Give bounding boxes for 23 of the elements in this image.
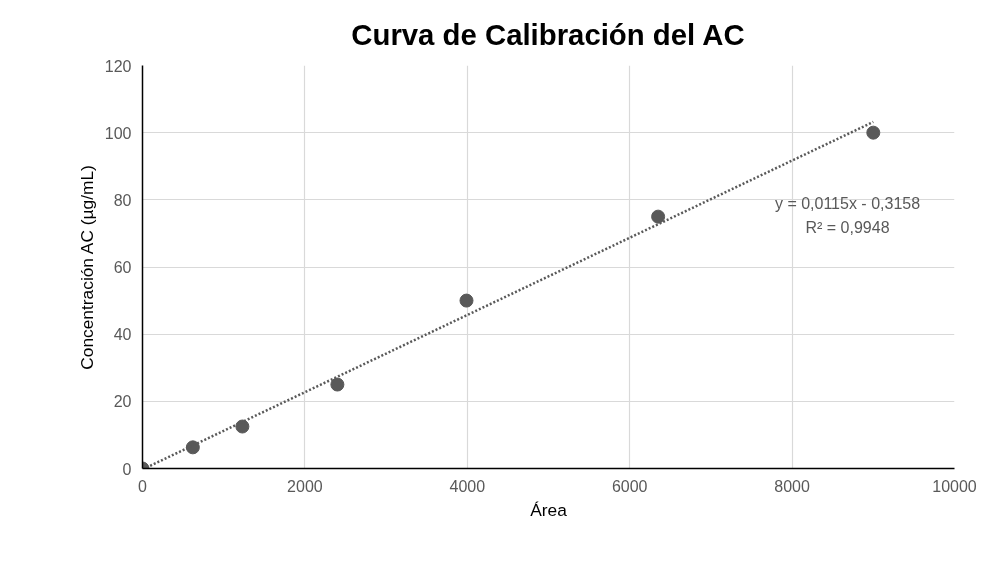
x-tick-label: 2000	[287, 477, 323, 495]
point	[651, 209, 666, 224]
point	[185, 440, 200, 455]
y-tick-label: 0	[122, 460, 132, 478]
x-axis-title: Área	[530, 499, 568, 520]
point	[866, 125, 881, 140]
x-tick-label: 8000	[774, 477, 810, 495]
y-tick-label: 120	[104, 57, 132, 75]
point	[459, 293, 474, 308]
y-tick-label: 80	[113, 191, 132, 209]
x-tick-label: 6000	[611, 477, 648, 495]
x-tick-label: 0	[138, 477, 148, 495]
chart-title: Curva de Calibración del AC	[351, 17, 745, 51]
y-tick-label: 100	[104, 124, 132, 142]
y-tick-label: 20	[113, 393, 132, 411]
point	[330, 377, 345, 392]
y-tick-label: 40	[113, 326, 132, 344]
y-tick-label: 60	[113, 259, 132, 276]
annotation: R² = 0,9948	[805, 219, 890, 236]
annotation: y = 0,0115x - 0,3158	[774, 195, 921, 212]
y-axis-title: Concentración AC (µg/mL)	[76, 165, 97, 370]
x-tick-label: 10000	[932, 477, 977, 495]
x-tick-label: 4000	[449, 477, 486, 495]
